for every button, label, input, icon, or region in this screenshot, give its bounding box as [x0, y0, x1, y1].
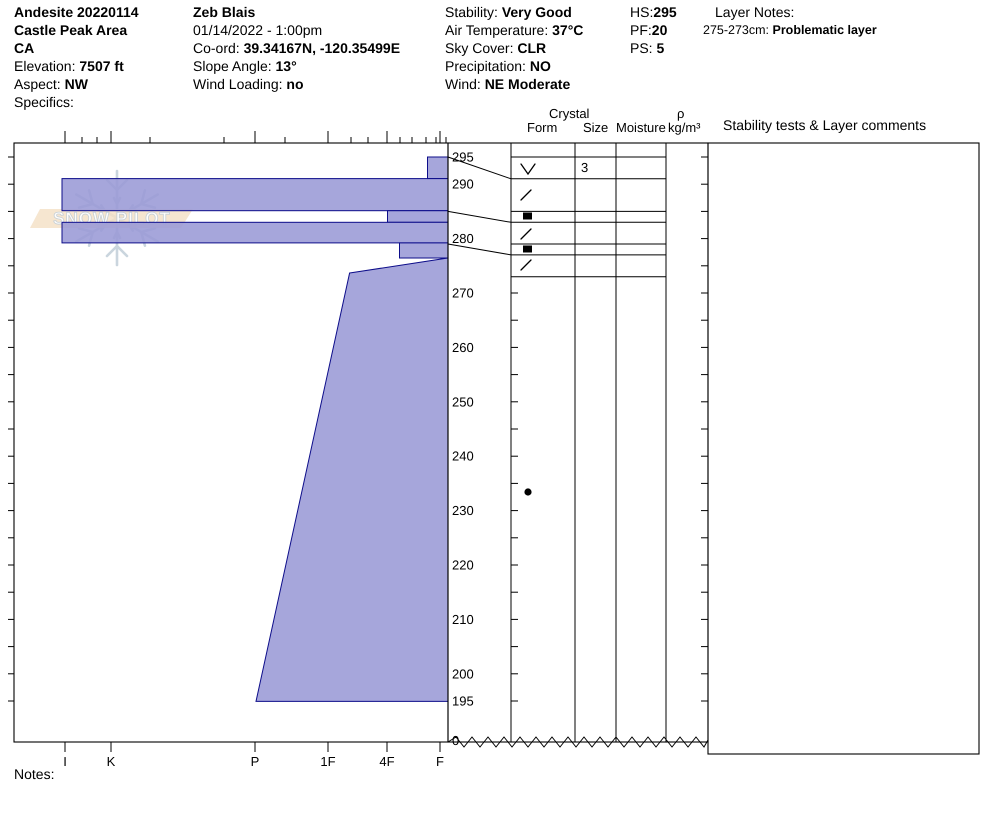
svg-text:F: F — [436, 754, 444, 769]
svg-text:295: 295 — [452, 150, 474, 165]
svg-text:290: 290 — [452, 177, 474, 192]
svg-text:I: I — [63, 754, 67, 769]
svg-text:1F: 1F — [320, 754, 335, 769]
svg-text:200: 200 — [452, 666, 474, 681]
svg-text:3: 3 — [581, 160, 588, 175]
svg-text:260: 260 — [452, 340, 474, 355]
svg-text:0: 0 — [452, 733, 459, 748]
svg-text:220: 220 — [452, 558, 474, 573]
svg-text:230: 230 — [452, 503, 474, 518]
svg-text:210: 210 — [452, 612, 474, 627]
svg-text:195: 195 — [452, 694, 474, 709]
svg-text:P: P — [251, 754, 260, 769]
svg-text:270: 270 — [452, 286, 474, 301]
svg-text:4F: 4F — [379, 754, 394, 769]
svg-text:280: 280 — [452, 231, 474, 246]
svg-text:250: 250 — [452, 394, 474, 409]
svg-text:240: 240 — [452, 449, 474, 464]
svg-text:K: K — [107, 754, 116, 769]
